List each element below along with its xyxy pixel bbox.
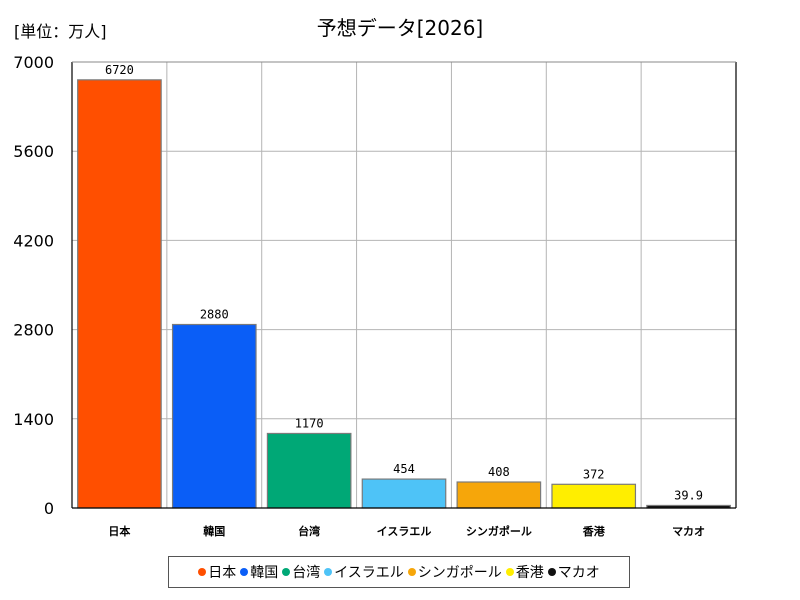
legend-marker xyxy=(282,568,291,576)
x-tick-label: シンガポール xyxy=(466,524,532,538)
y-tick-label: 0 xyxy=(44,499,54,518)
legend-label: イスラエル xyxy=(334,565,404,581)
legend-marker xyxy=(198,568,207,576)
legend-marker xyxy=(505,568,514,576)
y-tick-label: 1400 xyxy=(13,410,54,429)
legend-item: 日本 xyxy=(198,562,236,582)
y-tick-label: 4200 xyxy=(13,231,54,250)
legend-label: 香港 xyxy=(515,565,544,581)
legend-item: 台湾 xyxy=(282,562,320,582)
bar xyxy=(551,483,637,509)
data-label: 6720 xyxy=(105,63,134,77)
data-label: 2880 xyxy=(200,308,229,322)
legend-marker xyxy=(240,568,249,576)
chart-title: 予想データ[2026] xyxy=(316,16,484,40)
bar xyxy=(77,79,162,509)
legend-label: 台湾 xyxy=(292,565,321,581)
x-tick-label: 香港 xyxy=(582,524,606,538)
legend-marker xyxy=(324,568,333,576)
legend-label: シンガポール xyxy=(417,565,502,581)
x-tick-label: 台湾 xyxy=(298,524,320,538)
data-label: 454 xyxy=(393,462,415,476)
bar xyxy=(171,323,257,509)
bar xyxy=(361,478,447,509)
y-tick-label: 5600 xyxy=(13,142,54,161)
data-label: 1170 xyxy=(295,416,324,430)
legend-label: 韓国 xyxy=(250,565,279,581)
legend-marker xyxy=(547,568,556,576)
x-tick-label: イスラエル xyxy=(377,525,432,538)
legend-label: 日本 xyxy=(208,565,237,581)
legend-item: シンガポール xyxy=(407,562,502,582)
data-label: 39.9 xyxy=(674,488,703,502)
unit-label: [単位：万人] xyxy=(14,22,107,41)
x-tick-label: 韓国 xyxy=(203,524,225,538)
legend-item: 韓国 xyxy=(240,562,278,582)
bar xyxy=(456,481,542,509)
y-tick-label: 2800 xyxy=(13,321,54,340)
x-tick-label: 日本 xyxy=(108,524,130,538)
plot-area xyxy=(72,62,736,508)
data-label: 372 xyxy=(583,467,605,481)
legend-label: マカオ xyxy=(557,565,600,581)
legend-item: 香港 xyxy=(505,562,544,582)
legend-item: イスラエル xyxy=(324,562,404,582)
legend-item: マカオ xyxy=(547,562,600,582)
x-tick-label: マカオ xyxy=(672,525,705,538)
bar xyxy=(266,432,352,509)
chart-legend: 日本 韓国 台湾 イスラエル シンガポール 香港 マカオ xyxy=(168,556,630,588)
legend-marker xyxy=(407,568,416,576)
data-label: 408 xyxy=(488,465,510,479)
y-tick-label: 7000 xyxy=(13,53,54,72)
